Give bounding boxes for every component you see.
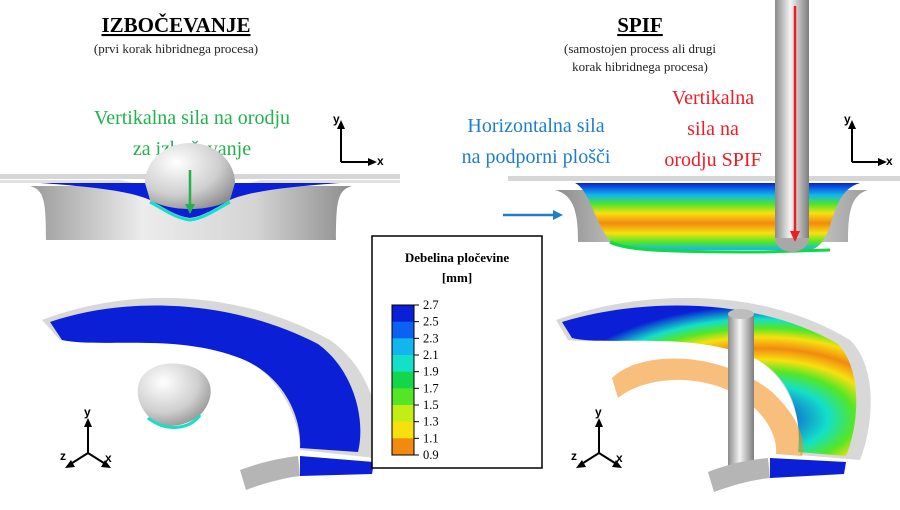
- thickness-legend: Debelina pločevine [mm] 2.7 2.5 2.3 2.1 1.9 1…: [371, 235, 543, 469]
- left-axis-triad-3d: y x z: [60, 405, 112, 468]
- right-axis-y-label: y: [844, 112, 851, 126]
- horizontal-force-label-2: na podporni plošči: [462, 146, 611, 168]
- left-axis3d-z-label: z: [60, 449, 66, 463]
- left-axis3d-x-label: x: [105, 451, 112, 465]
- legend-swatch: [392, 321, 414, 339]
- legend-tick-label: 1.7: [423, 381, 439, 395]
- right-axis3d-x-label: x: [616, 451, 623, 465]
- legend-swatch: [392, 371, 414, 389]
- right-title: SPIF: [617, 13, 663, 37]
- legend-color-bar: [391, 304, 415, 456]
- legend-swatch: [392, 421, 414, 439]
- left-axis3d-y-label: y: [84, 405, 91, 419]
- right-axis-x-label: x: [886, 154, 893, 168]
- legend-tick-label: 1.3: [423, 415, 439, 429]
- legend-tick-label: 2.7: [423, 298, 439, 312]
- vertical-force-label-3: orodju SPIF: [664, 149, 761, 171]
- vertical-force-label-1: Vertikalna: [672, 87, 754, 109]
- left-section-view: [0, 143, 400, 240]
- left-force-label-1: Vertikalna sila na orodju: [94, 107, 290, 129]
- right-axis-triad: y x: [844, 112, 893, 168]
- left-axis-triad: y x: [333, 112, 384, 168]
- left-axis-x-label: x: [377, 154, 384, 168]
- horizontal-force-label-1: Horizontalna sila: [467, 115, 604, 137]
- left-axis-y-label: y: [333, 112, 340, 126]
- legend-swatch: [392, 305, 414, 323]
- right-iso-view: [556, 297, 871, 492]
- right-section-view: [503, 0, 900, 254]
- legend-tick-label: 1.9: [423, 365, 439, 379]
- legend-title-2: [mm]: [442, 270, 472, 285]
- left-subtitle: (prvi korak hibridnega procesa): [94, 41, 258, 56]
- legend-tick-label: 2.1: [423, 348, 439, 362]
- left-iso-view: [42, 297, 378, 490]
- right-axis3d-y-label: y: [595, 405, 602, 419]
- legend-tick-label: 1.1: [423, 431, 439, 445]
- legend-swatch: [392, 405, 414, 423]
- legend-tick-label: 2.5: [423, 315, 439, 329]
- left-title: IZBOČEVANJE: [102, 13, 251, 37]
- legend-title-1: Debelina pločevine: [405, 250, 510, 265]
- right-subtitle-2: korak hibridnega procesa): [572, 59, 708, 74]
- legend-swatch: [392, 438, 414, 456]
- legend-swatch: [392, 388, 414, 406]
- legend-swatch: [392, 355, 414, 373]
- right-axis-triad-3d: y x z: [571, 405, 623, 468]
- right-axis3d-z-label: z: [571, 449, 577, 463]
- vertical-force-label-2: sila na: [687, 118, 739, 140]
- legend-tick-labels: 2.7 2.5 2.3 2.1 1.9 1.7 1.5 1.3 1.1 0.9: [414, 298, 439, 462]
- right-subtitle-1: (samostojen process ali drugi: [564, 41, 716, 56]
- legend-tick-label: 1.5: [423, 398, 439, 412]
- legend-swatch: [392, 338, 414, 356]
- legend-tick-label: 0.9: [423, 448, 439, 462]
- legend-tick-label: 2.3: [423, 331, 439, 345]
- legend-bar-frame: [391, 304, 415, 456]
